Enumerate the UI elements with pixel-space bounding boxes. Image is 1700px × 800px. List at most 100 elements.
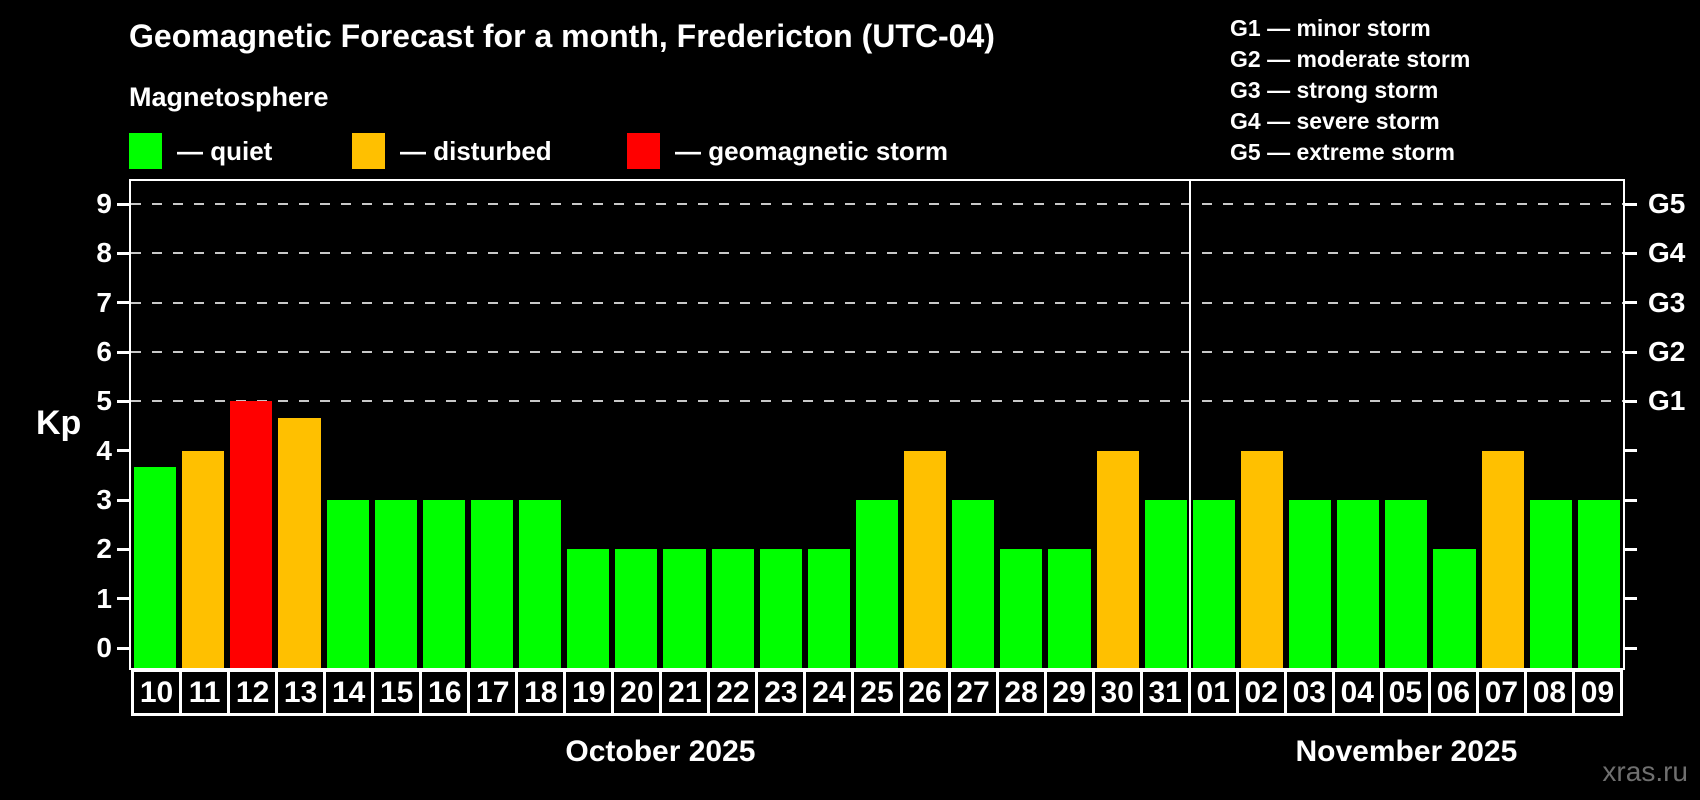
day-cell-31: 31: [1139, 669, 1191, 716]
left-tick-6: [117, 350, 131, 354]
left-tick-1: [117, 597, 131, 601]
bar-day-31: [1144, 500, 1187, 668]
bar-day-27: [952, 500, 995, 668]
bar-day-09: [1577, 500, 1620, 668]
bar-day-21: [663, 549, 706, 668]
bar-day-14: [326, 500, 369, 668]
storm-scale-g4: G4 — severe storm: [1230, 108, 1440, 134]
y-tick-label-8: 8: [96, 237, 112, 269]
y-tick-label-5: 5: [96, 385, 112, 417]
month-label: October 2025: [565, 735, 756, 768]
left-tick-0: [117, 646, 131, 650]
bar-day-06: [1433, 549, 1476, 668]
day-cell-06: 06: [1427, 669, 1479, 716]
day-cell-11: 11: [179, 669, 231, 716]
bar-day-29: [1048, 549, 1091, 668]
bar-day-13: [278, 417, 321, 668]
g-scale-label-G1: G1: [1648, 385, 1686, 417]
left-tick-7: [117, 301, 131, 305]
gridline-kp8: [131, 252, 1623, 255]
bar-day-12: [230, 401, 273, 668]
g-scale-label-G3: G3: [1648, 286, 1686, 318]
right-tick-0: [1623, 646, 1637, 650]
bar-day-03: [1289, 500, 1332, 668]
bar-day-01: [1192, 500, 1235, 668]
day-cell-29: 29: [1043, 669, 1095, 716]
right-tick-5: [1623, 399, 1637, 403]
day-cell-10: 10: [131, 669, 183, 716]
gridline-kp6: [131, 351, 1623, 354]
right-tick-9: [1623, 202, 1637, 206]
day-cell-14: 14: [323, 669, 375, 716]
day-cell-08: 08: [1523, 669, 1575, 716]
y-axis-title: Kp: [36, 404, 82, 442]
x-axis-day-row: 10 11 12 13 14 15 16 17 18 19 20 21 22 23 24 25 26 27 28 29…: [131, 669, 1623, 716]
bar-day-15: [374, 500, 417, 668]
storm-color-swatch: [627, 133, 660, 169]
g-scale-label-G2: G2: [1648, 336, 1686, 368]
day-cell-15: 15: [371, 669, 423, 716]
g-scale-label-G5: G5: [1648, 188, 1686, 220]
day-cell-22: 22: [707, 669, 759, 716]
legend-label-disturbed: — disturbed: [400, 135, 552, 166]
disturbed-color-swatch: [352, 133, 385, 169]
storm-scale-g2: G2 — moderate storm: [1230, 46, 1471, 72]
bar-day-20: [615, 549, 658, 668]
bar-day-28: [1000, 549, 1043, 668]
bar-day-16: [422, 500, 465, 668]
day-cell-03: 03: [1283, 669, 1335, 716]
legend-label-storm: — geomagnetic storm: [675, 135, 949, 166]
left-tick-2: [117, 547, 131, 551]
left-tick-4: [117, 449, 131, 453]
quiet-color-swatch: [129, 133, 162, 169]
y-tick-label-1: 1: [96, 582, 112, 614]
bar-day-10: [134, 466, 177, 668]
bar-day-17: [470, 500, 514, 668]
bar-day-25: [855, 500, 899, 668]
bar-day-04: [1337, 500, 1380, 668]
left-tick-3: [117, 498, 131, 502]
day-cell-19: 19: [563, 669, 615, 716]
y-tick-label-6: 6: [96, 336, 112, 368]
watermark: xras.ru: [1602, 756, 1688, 787]
bar-day-18: [519, 500, 562, 668]
y-tick-label-0: 0: [96, 632, 112, 663]
legend-label-quiet: — quiet: [177, 135, 273, 166]
day-cell-21: 21: [659, 669, 711, 716]
day-cell-23: 23: [755, 669, 807, 716]
day-cell-13: 13: [275, 669, 327, 716]
bar-day-02: [1240, 450, 1284, 668]
day-cell-17: 17: [467, 669, 519, 716]
legend-item-quiet: — quiet: [129, 132, 272, 170]
storm-scale-g5: G5 — extreme storm: [1230, 139, 1455, 165]
day-cell-09: 09: [1571, 669, 1623, 716]
bar-day-26: [904, 450, 947, 668]
right-tick-6: [1623, 350, 1637, 354]
right-tick-2: [1623, 547, 1637, 551]
day-cell-04: 04: [1331, 669, 1383, 716]
y-tick-label-7: 7: [96, 286, 112, 318]
left-tick-5: [117, 399, 131, 403]
bar-day-19: [567, 549, 610, 668]
left-tick-8: [117, 251, 131, 255]
storm-scale-g3: G3 — strong storm: [1230, 77, 1439, 103]
month-label: November 2025: [1295, 735, 1518, 768]
y-tick-label-9: 9: [96, 188, 112, 220]
month-boundary-line: [1188, 181, 1191, 668]
legend-item-storm: — geomagnetic storm: [627, 132, 948, 170]
day-cell-12: 12: [227, 669, 279, 716]
day-cell-27: 27: [947, 669, 999, 716]
day-cell-18: 18: [515, 669, 567, 716]
y-tick-label-4: 4: [96, 434, 112, 466]
legend-item-disturbed: — disturbed: [352, 132, 552, 170]
day-cell-16: 16: [419, 669, 471, 716]
day-cell-25: 25: [851, 669, 903, 716]
storm-scale-g1: G1 — minor storm: [1230, 15, 1431, 41]
day-cell-02: 02: [1235, 669, 1287, 716]
gridline-kp7: [131, 301, 1623, 304]
day-cell-28: 28: [995, 669, 1047, 716]
right-tick-3: [1623, 498, 1637, 502]
y-tick-label-2: 2: [96, 533, 112, 565]
day-cell-30: 30: [1091, 669, 1143, 716]
